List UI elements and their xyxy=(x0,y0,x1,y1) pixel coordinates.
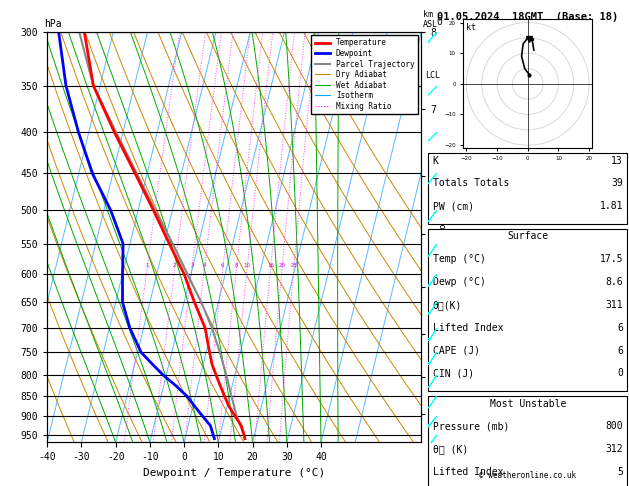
Text: 0: 0 xyxy=(436,17,442,27)
Text: 10: 10 xyxy=(243,263,250,268)
Text: Totals Totals: Totals Totals xyxy=(433,178,509,189)
Text: Lifted Index: Lifted Index xyxy=(433,467,503,477)
Text: CAPE (J): CAPE (J) xyxy=(433,346,479,356)
Text: Dewp (°C): Dewp (°C) xyxy=(433,277,486,287)
Bar xyxy=(428,229,627,391)
Text: 800: 800 xyxy=(605,421,623,432)
Text: K: K xyxy=(433,156,438,166)
Text: 1.81: 1.81 xyxy=(599,201,623,211)
Text: 17.5: 17.5 xyxy=(599,254,623,264)
Text: CIN (J): CIN (J) xyxy=(433,368,474,379)
Text: hPa: hPa xyxy=(44,19,62,29)
X-axis label: Dewpoint / Temperature (°C): Dewpoint / Temperature (°C) xyxy=(143,468,325,478)
Text: 6: 6 xyxy=(221,263,225,268)
Text: Lifted Index: Lifted Index xyxy=(433,323,503,333)
Legend: Temperature, Dewpoint, Parcel Trajectory, Dry Adiabat, Wet Adiabat, Isotherm, Mi: Temperature, Dewpoint, Parcel Trajectory… xyxy=(311,35,418,114)
Text: km
ASL: km ASL xyxy=(423,10,438,29)
Text: LCL: LCL xyxy=(425,71,440,80)
Text: 0: 0 xyxy=(617,368,623,379)
Text: Surface: Surface xyxy=(507,231,548,242)
Text: 39: 39 xyxy=(611,178,623,189)
Text: 5: 5 xyxy=(617,467,623,477)
Text: θᴄ (K): θᴄ (K) xyxy=(433,444,468,454)
Text: Most Unstable: Most Unstable xyxy=(489,399,566,409)
Bar xyxy=(428,153,627,224)
Text: kt: kt xyxy=(466,23,476,32)
Text: 6: 6 xyxy=(617,346,623,356)
Text: 16: 16 xyxy=(267,263,274,268)
Text: 3: 3 xyxy=(190,263,194,268)
Text: 1: 1 xyxy=(145,263,149,268)
Text: 8: 8 xyxy=(235,263,238,268)
Text: 8.6: 8.6 xyxy=(605,277,623,287)
Text: 6: 6 xyxy=(617,323,623,333)
Text: Pressure (mb): Pressure (mb) xyxy=(433,421,509,432)
Text: 20: 20 xyxy=(279,263,286,268)
Text: 25: 25 xyxy=(290,263,298,268)
Text: Temp (°C): Temp (°C) xyxy=(433,254,486,264)
Bar xyxy=(428,396,627,486)
Text: 311: 311 xyxy=(605,300,623,310)
Text: 312: 312 xyxy=(605,444,623,454)
Text: © weatheronline.co.uk: © weatheronline.co.uk xyxy=(479,471,576,480)
Text: 13: 13 xyxy=(611,156,623,166)
Text: 01.05.2024  18GMT  (Base: 18): 01.05.2024 18GMT (Base: 18) xyxy=(437,12,618,22)
Text: 4: 4 xyxy=(203,263,206,268)
Text: θᴄ(K): θᴄ(K) xyxy=(433,300,462,310)
Text: PW (cm): PW (cm) xyxy=(433,201,474,211)
Text: 2: 2 xyxy=(173,263,177,268)
Y-axis label: Mixing Ratio (g/kg): Mixing Ratio (g/kg) xyxy=(439,186,448,288)
